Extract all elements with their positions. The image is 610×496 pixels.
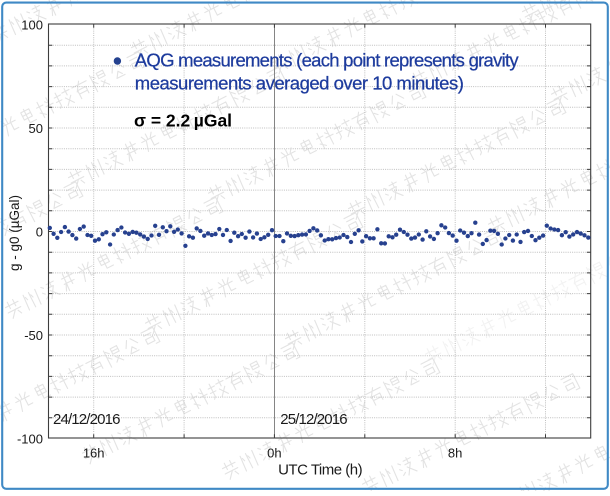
svg-text:-100: -100 [17, 431, 43, 446]
svg-text:0h: 0h [267, 446, 281, 461]
svg-text:100: 100 [21, 17, 43, 32]
svg-text:UTC Time (h): UTC Time (h) [278, 462, 363, 479]
svg-text:g - g0 (µGal): g - g0 (µGal) [7, 195, 22, 271]
svg-text:σ = 2.2 µGal: σ = 2.2 µGal [134, 111, 232, 131]
svg-text:24/12/2016: 24/12/2016 [53, 411, 120, 428]
svg-text:25/12/2016: 25/12/2016 [280, 411, 347, 428]
svg-text:16h: 16h [83, 446, 105, 461]
svg-text:AQG measurements (each point r: AQG measurements (each point represents … [135, 49, 520, 70]
svg-text:0: 0 [36, 224, 43, 239]
svg-text:8h: 8h [448, 446, 462, 461]
svg-text:-50: -50 [24, 328, 43, 343]
svg-text:50: 50 [29, 121, 43, 136]
svg-text:measurements averaged over 10: measurements averaged over 10 minutes) [135, 72, 464, 93]
